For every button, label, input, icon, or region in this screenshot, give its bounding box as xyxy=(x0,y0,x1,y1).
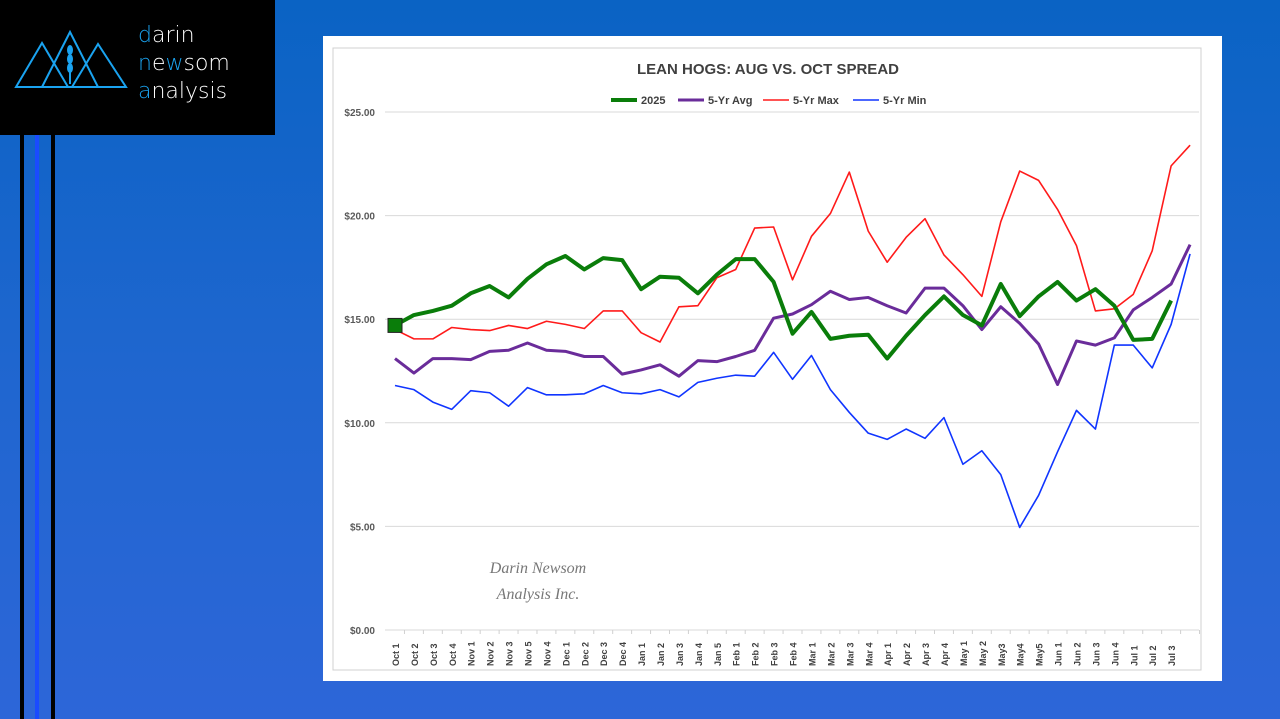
x-tick-label: Feb 3 xyxy=(770,642,780,666)
mountain-wheat-logo-icon xyxy=(14,29,128,88)
y-tick-label: $20.00 xyxy=(344,212,375,223)
decorative-bar xyxy=(51,135,55,719)
x-tick-label: Nov 1 xyxy=(467,641,477,666)
x-tick-label: Mar 4 xyxy=(864,642,874,666)
y-tick-label: $10.00 xyxy=(344,419,375,430)
x-tick-label: Jun 1 xyxy=(1054,642,1064,666)
x-tick-label: Nov 4 xyxy=(542,641,552,666)
chart-panel: LEAN HOGS: AUG VS. OCT SPREAD $0.00 $5.00… xyxy=(323,36,1222,681)
x-tick-label: Jan 1 xyxy=(637,643,647,666)
x-tick-label: Oct 4 xyxy=(448,643,458,666)
x-tick-label: Mar 3 xyxy=(845,642,855,666)
chart-title: LEAN HOGS: AUG VS. OCT SPREAD xyxy=(637,61,899,78)
legend-label-avg: 5-Yr Avg xyxy=(708,95,752,107)
company-logo: darin newsom analysis xyxy=(0,0,275,135)
decorative-bar xyxy=(20,135,24,719)
series-line-2025 xyxy=(394,254,1173,361)
x-tick-label: Apr 4 xyxy=(940,643,950,666)
y-tick-label: $25.00 xyxy=(344,108,375,119)
x-tick-label: Mar 1 xyxy=(807,642,817,666)
x-tick-label: Mar 2 xyxy=(826,642,836,666)
x-tick-label: May 2 xyxy=(978,641,988,666)
watermark-line1: Darin Newsom xyxy=(489,560,587,577)
x-tick-label: Dec 3 xyxy=(599,642,609,666)
legend-label-min: 5-Yr Min xyxy=(883,95,927,107)
y-tick-label: $5.00 xyxy=(350,522,375,533)
legend-label-max: 5-Yr Max xyxy=(793,95,840,107)
first-point-marker xyxy=(387,317,403,333)
x-tick-label: May3 xyxy=(997,643,1007,666)
x-tick-label: Nov 3 xyxy=(505,641,515,666)
x-tick-label: May 1 xyxy=(959,641,969,666)
watermark-line2: Analysis Inc. xyxy=(496,586,580,603)
series-line-avg xyxy=(394,243,1192,386)
x-tick-label: Jun 3 xyxy=(1091,642,1101,666)
x-tick-label: Oct 3 xyxy=(429,643,439,666)
y-tick-label: $0.00 xyxy=(350,626,375,637)
plot-border xyxy=(332,47,1202,671)
x-tick-label: May5 xyxy=(1035,643,1045,666)
x-tick-label: Oct 1 xyxy=(391,643,401,666)
x-tick-label: Feb 4 xyxy=(789,642,799,666)
x-tick-label: Dec 4 xyxy=(618,642,628,666)
y-tick-label: $15.00 xyxy=(344,315,375,326)
decorative-bar xyxy=(35,135,39,719)
x-tick-label: Dec 1 xyxy=(561,642,571,666)
x-tick-label: Jan 2 xyxy=(656,643,666,666)
x-tick-label: Feb 1 xyxy=(732,642,742,666)
x-tick-label: Dec 2 xyxy=(580,642,590,666)
x-tick-label: Apr 2 xyxy=(902,643,912,666)
x-tick-label: Jan 3 xyxy=(675,643,685,666)
watermark: Darin Newsom Analysis Inc. xyxy=(463,556,613,608)
x-tick-label: May4 xyxy=(1016,643,1026,666)
legend-label-2025: 2025 xyxy=(641,95,665,107)
x-tick-label: Oct 2 xyxy=(410,643,420,666)
x-tick-label: Jun 2 xyxy=(1072,642,1082,666)
x-tick-label: Apr 3 xyxy=(921,643,931,666)
x-tick-label: Jun 4 xyxy=(1110,642,1120,666)
x-tick-label: Jan 4 xyxy=(694,643,704,666)
x-tick-label: Jan 5 xyxy=(713,643,723,666)
x-tick-label: Nov 2 xyxy=(486,641,496,666)
x-tick-label: Jul 3 xyxy=(1167,645,1177,666)
x-tick-label: Nov 5 xyxy=(524,641,534,666)
x-tick-label: Feb 2 xyxy=(751,642,761,666)
line-chart: LEAN HOGS: AUG VS. OCT SPREAD $0.00 $5.00… xyxy=(332,47,1202,671)
x-tick-label: Apr 1 xyxy=(883,643,893,666)
logo-text: darin newsom analysis xyxy=(138,23,230,104)
x-tick-label: Jul 1 xyxy=(1129,645,1139,666)
x-tick-label: Jul 2 xyxy=(1148,645,1158,666)
